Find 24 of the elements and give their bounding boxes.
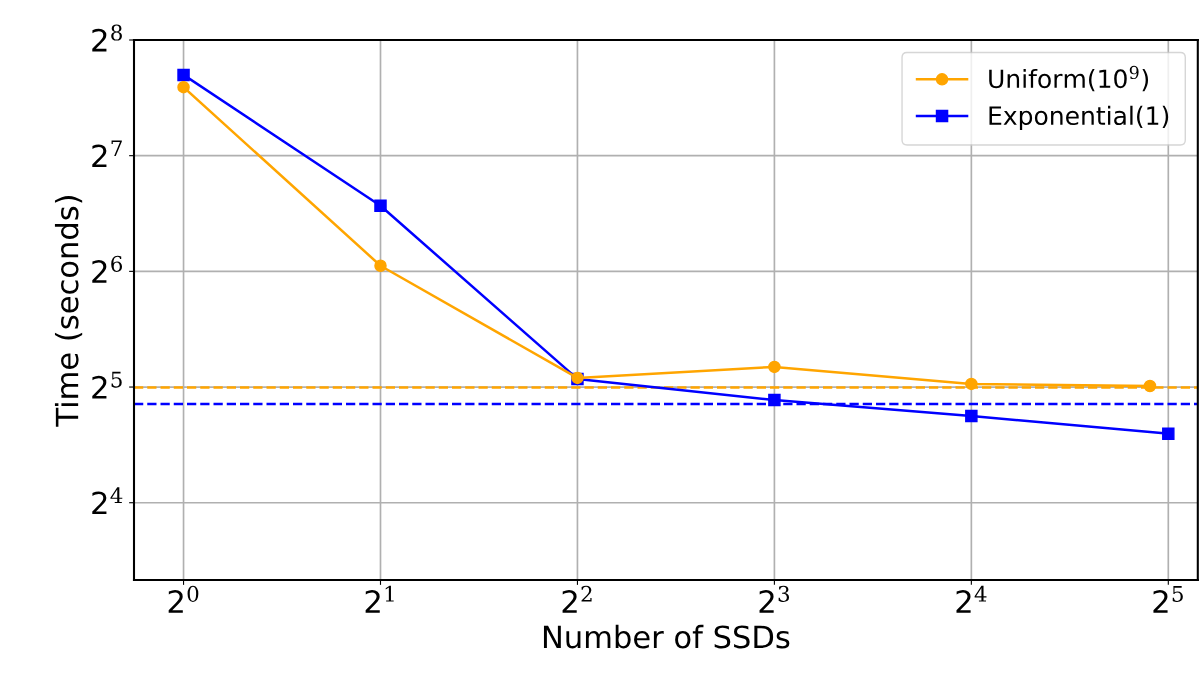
point [374, 199, 387, 213]
x-tick-label: 2$^{5}$ [1153, 586, 1183, 613]
legend-label: Uniform(10$^{9}$) [989, 65, 1149, 92]
y-tick-label: 2$^{7}$ [92, 140, 122, 168]
y-tick-label: 2$^{8}$ [92, 24, 122, 52]
x-tick-label: 2$^{2}$ [562, 585, 592, 613]
point [965, 377, 978, 391]
y-tick-label: 2$^{4}$ [92, 487, 123, 515]
point [965, 409, 978, 423]
point [768, 360, 781, 374]
x-tick-label: 2$^{1}$ [365, 585, 394, 613]
point [374, 259, 387, 272]
x-axis-title: Number of SSDs [543, 624, 790, 649]
x-tick-label: 2$^{0}$ [168, 585, 199, 613]
point [177, 80, 190, 94]
y-tick-label: 2$^{6}$ [92, 255, 123, 283]
x-tick-label: 2$^{4}$ [956, 585, 987, 613]
point [1162, 427, 1175, 440]
y-tick-label: 2$^{5}$ [92, 371, 122, 399]
y-axis-title: Time (seconds) [54, 196, 83, 427]
point [768, 393, 781, 407]
x-tick-label: 2$^{3}$ [759, 585, 790, 613]
point [177, 68, 190, 82]
legend-label: Exponential(1) [989, 105, 1169, 130]
